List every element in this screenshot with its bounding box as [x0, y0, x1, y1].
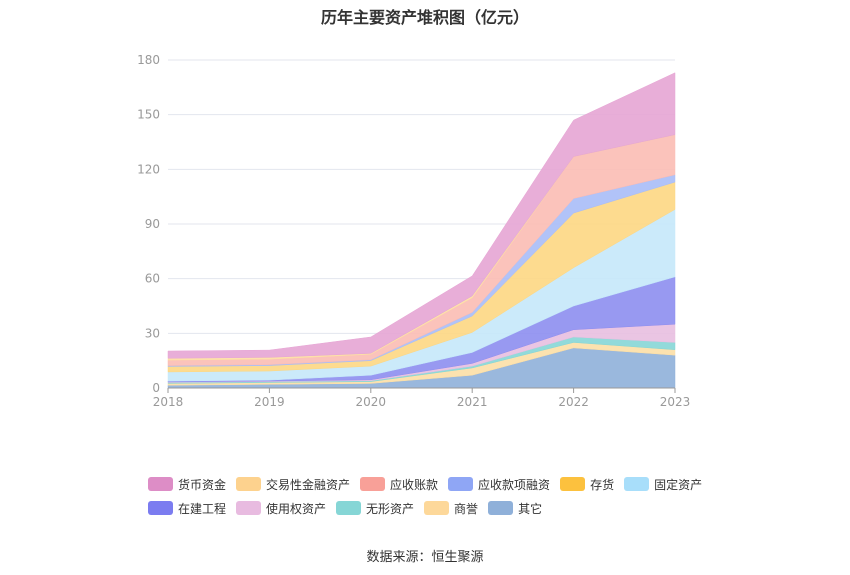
legend-swatch — [424, 501, 450, 515]
y-tick-label: 120 — [137, 162, 160, 176]
legend-swatch — [148, 477, 173, 491]
y-tick-label: 60 — [145, 272, 160, 286]
legend-swatch — [360, 477, 386, 491]
legend-label: 商誉 — [454, 501, 479, 516]
legend-label: 应收款项融资 — [478, 477, 551, 492]
x-tick-label: 2023 — [660, 395, 691, 409]
legend: 货币资金 交易性金融资产 应收账款 应收款项融资 存货 固定资产 在建工程 使用权资产 无形资… — [148, 472, 748, 520]
legend-label: 使用权资产 — [266, 501, 327, 516]
legend-swatch — [448, 477, 474, 491]
legend-swatch — [560, 477, 586, 491]
x-tick-label: 2018 — [153, 395, 184, 409]
legend-item[interactable]: 在建工程 — [148, 500, 226, 517]
legend-label: 在建工程 — [178, 501, 227, 516]
legend-item[interactable]: 交易性金融资产 — [236, 476, 350, 493]
y-tick-label: 0 — [152, 381, 160, 395]
legend-item[interactable]: 存货 — [560, 476, 614, 493]
legend-item[interactable]: 使用权资产 — [236, 500, 326, 517]
x-tick-label: 2019 — [254, 395, 285, 409]
area-series-货币资金 — [167, 72, 676, 359]
data-source: 数据来源：恒生聚源 — [366, 550, 484, 565]
y-tick-label: 150 — [137, 108, 160, 122]
legend-item[interactable]: 货币资金 — [148, 476, 226, 493]
legend-item[interactable]: 其它 — [488, 500, 542, 517]
legend-label: 其它 — [518, 501, 543, 516]
legend-label: 无形资产 — [366, 501, 415, 516]
y-tick-label: 90 — [145, 217, 160, 231]
y-tick-label: 180 — [137, 53, 160, 67]
legend-item[interactable]: 应收账款 — [360, 476, 438, 493]
axes: 2018 2019 2020 2021 2022 2023 — [153, 387, 691, 409]
legend-swatch — [148, 501, 173, 515]
legend-item[interactable]: 无形资产 — [336, 500, 414, 517]
legend-label: 固定资产 — [654, 477, 703, 492]
legend-swatch — [236, 477, 262, 491]
y-tick-label: 30 — [145, 326, 160, 340]
legend-label: 存货 — [590, 477, 615, 492]
legend-label: 货币资金 — [178, 477, 227, 492]
area-series-group — [167, 72, 676, 389]
legend-item[interactable]: 商誉 — [424, 500, 478, 517]
legend-label: 应收账款 — [390, 477, 439, 492]
legend-item[interactable]: 应收款项融资 — [448, 476, 550, 493]
legend-swatch — [236, 501, 262, 515]
x-tick-label: 2020 — [356, 395, 387, 409]
x-tick-label: 2021 — [457, 395, 488, 409]
legend-item[interactable]: 固定资产 — [624, 476, 702, 493]
legend-row: 货币资金 交易性金融资产 应收账款 应收款项融资 存货 固定资产 — [148, 472, 748, 496]
legend-label: 交易性金融资产 — [266, 477, 351, 492]
x-tick-label: 2022 — [558, 395, 589, 409]
legend-row: 在建工程 使用权资产 无形资产 商誉 其它 — [148, 496, 748, 520]
legend-swatch — [488, 501, 514, 515]
legend-swatch — [336, 501, 362, 515]
chart-title: 历年主要资产堆积图（亿元） — [320, 8, 529, 27]
legend-swatch — [624, 477, 650, 491]
